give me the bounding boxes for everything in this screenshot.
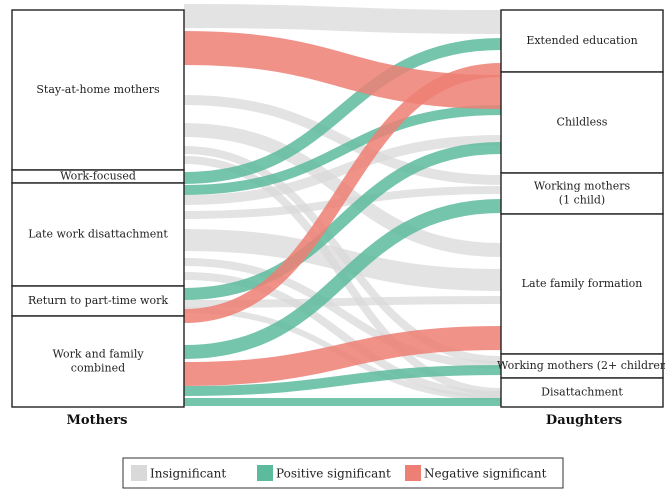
mother-node-workf: Work-focused bbox=[11, 169, 185, 184]
daughter-node-child: Childless bbox=[500, 71, 664, 174]
legend-frame bbox=[122, 457, 564, 489]
legend-label-insignificant: Insignificant bbox=[150, 467, 226, 481]
legend-label-positive: Positive significant bbox=[276, 467, 391, 481]
daughter-node-label: Disattachment bbox=[541, 386, 623, 399]
daughter-node-dis: Disattachment bbox=[500, 377, 664, 408]
flow-workf-to-child bbox=[183, 105, 502, 195]
daughter-node-label: Childless bbox=[557, 116, 608, 129]
mother-node-late: Late work disattachment bbox=[11, 182, 185, 287]
mother-node-box bbox=[11, 315, 185, 408]
daughter-node-box bbox=[500, 71, 664, 174]
flow-layer bbox=[183, 4, 502, 407]
daughter-node-label: Extended education bbox=[526, 34, 637, 47]
flow-wfc-to-lff bbox=[183, 326, 502, 386]
legend-label-negative: Negative significant bbox=[424, 467, 547, 481]
flow-return-to-child bbox=[183, 63, 502, 323]
flow-stay-to-child bbox=[183, 31, 502, 109]
mother-node-stay: Stay-at-home mothers bbox=[11, 9, 185, 171]
legend-swatch-insignificant bbox=[131, 465, 147, 481]
mother-node-label: Work and family bbox=[52, 348, 144, 361]
daughter-node-lff: Late family formation bbox=[500, 213, 664, 355]
daughter-node-box bbox=[500, 172, 664, 215]
flow-stay-to-ext bbox=[183, 4, 502, 34]
daughter-node-box bbox=[500, 377, 664, 408]
legend-swatch-positive bbox=[257, 465, 273, 481]
daughter-node-box bbox=[500, 353, 664, 379]
mothers-column: Stay-at-home mothers Work-focused Late wor… bbox=[11, 9, 185, 408]
daughter-node-wm2: Working mothers (2+ children bbox=[497, 353, 665, 379]
mother-node-return: Return to part-time work bbox=[11, 285, 185, 317]
mother-node-box bbox=[11, 182, 185, 287]
daughter-node-label: Late family formation bbox=[522, 277, 643, 290]
legend-item-insignificant: Insignificant bbox=[131, 465, 226, 481]
daughters-title: Daughters bbox=[546, 413, 622, 428]
mother-node-label: Work-focused bbox=[60, 170, 136, 183]
mother-node-label: Late work disattachment bbox=[28, 228, 168, 241]
flow-workf-to-ext bbox=[183, 38, 502, 184]
daughter-node-ext: Extended education bbox=[500, 9, 664, 73]
legend-item-negative: Negative significant bbox=[405, 465, 547, 481]
legend: Insignificant Positive significant Negativ… bbox=[122, 457, 564, 489]
flow-late-to-wm2 bbox=[183, 258, 502, 369]
mother-node-label: combined bbox=[71, 362, 125, 375]
legend-swatch-negative bbox=[405, 465, 421, 481]
flow-wfc-to-wm2 bbox=[183, 365, 502, 396]
flow-wfc-to-wm1 bbox=[183, 199, 502, 359]
daughter-node-box bbox=[500, 9, 664, 73]
mother-node-box bbox=[11, 285, 185, 317]
mother-node-box bbox=[11, 9, 185, 171]
flow-stay-to-wm1 bbox=[183, 95, 502, 185]
mothers-title: Mothers bbox=[67, 413, 128, 428]
daughter-node-label: Working mothers bbox=[534, 180, 631, 193]
flow-return-to-wm1 bbox=[183, 142, 502, 300]
daughter-node-label: Working mothers (2+ children bbox=[497, 359, 665, 372]
daughters-column: Extended education Childless Working mothe… bbox=[497, 9, 665, 408]
flow-late-to-child bbox=[183, 135, 502, 205]
mother-node-label: Return to part-time work bbox=[28, 294, 168, 307]
flow-late-to-lff bbox=[183, 229, 502, 291]
daughter-node-label: (1 child) bbox=[559, 194, 605, 207]
daughter-node-wm1: Working mothers(1 child) bbox=[500, 172, 664, 215]
mother-node-label: Stay-at-home mothers bbox=[36, 83, 160, 96]
daughter-node-box bbox=[500, 213, 664, 355]
legend-item-positive: Positive significant bbox=[257, 465, 391, 481]
